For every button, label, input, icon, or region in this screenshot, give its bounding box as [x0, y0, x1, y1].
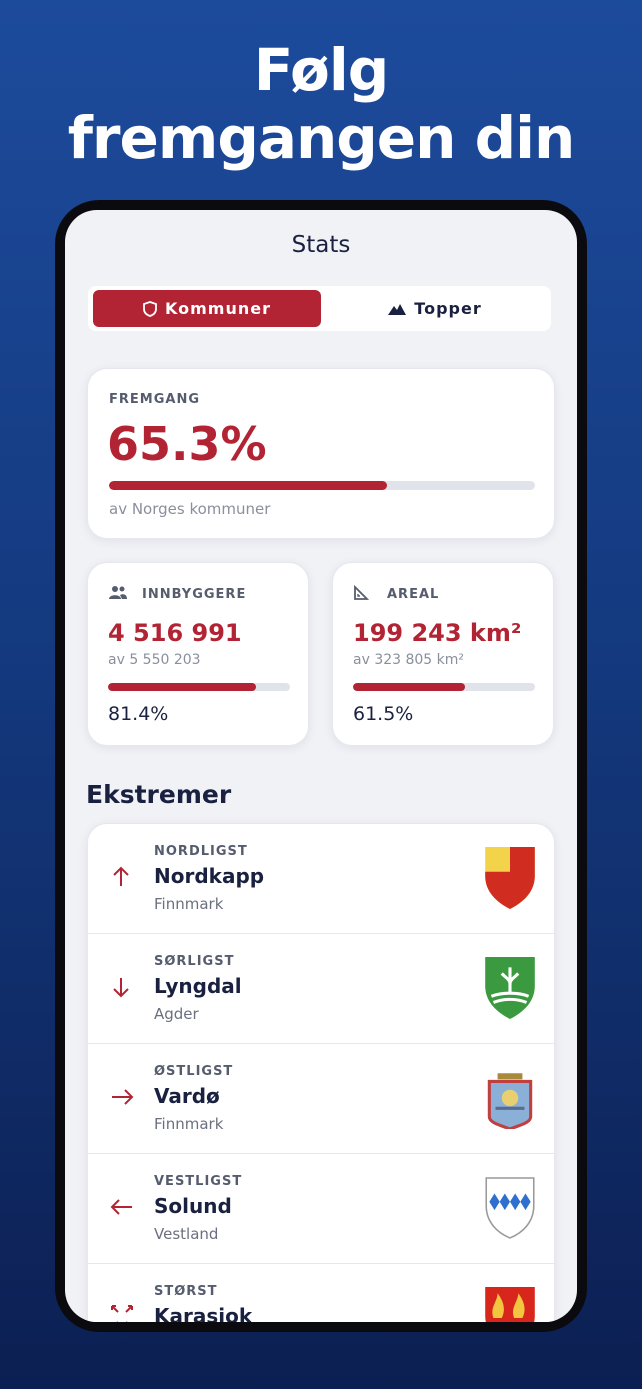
extreme-row[interactable]: NORDLIGST Nordkapp Finnmark [88, 824, 554, 934]
extreme-region: Agder [154, 1005, 199, 1023]
progress-label: FREMGANG [109, 392, 200, 407]
headline-2: fremgangen din [67, 104, 576, 172]
direction-icon [111, 1305, 133, 1322]
extremes-list: NORDLIGST Nordkapp Finnmark SØRLIGST Lyn… [87, 823, 555, 1322]
extreme-row[interactable]: VESTLIGST Solund Vestland [88, 1154, 554, 1264]
screen-title: Stats [291, 232, 351, 258]
stat-bar [353, 683, 465, 691]
extreme-name: Karasjok [154, 1304, 253, 1322]
coat-of-arms [485, 1287, 535, 1322]
extreme-region: Finnmark [154, 1115, 224, 1133]
direction-icon [112, 1089, 134, 1105]
extremes-title: Ekstremer [86, 780, 232, 809]
coat-of-arms [487, 1073, 533, 1129]
progress-bar [109, 481, 388, 490]
stat-amount: 199 243 km² [353, 619, 522, 647]
progress-card: FREMGANG 65.3% av Norges kommuner [87, 368, 555, 539]
stat-icon [108, 585, 128, 605]
extreme-label: VESTLIGST [154, 1174, 243, 1189]
extreme-region: Vestland [154, 1225, 219, 1243]
stat-amount: 4 516 991 [108, 619, 242, 647]
coat-of-arms [485, 847, 535, 909]
coat-of-arms [485, 957, 535, 1019]
extreme-name: Lyngdal [154, 974, 242, 998]
progress-track [109, 481, 535, 490]
extreme-name: Solund [154, 1194, 232, 1218]
stat-total: av 323 805 km² [353, 652, 465, 668]
stat-card: INNBYGGERE 4 516 991 av 5 550 203 81.4% [87, 562, 309, 746]
stat-bar [108, 683, 257, 691]
stat-total: av 5 550 203 [108, 652, 201, 668]
direction-icon [113, 866, 129, 886]
extreme-row[interactable]: ØSTLIGST Vardø Finnmark [88, 1044, 554, 1154]
coat-of-arms [485, 1177, 535, 1239]
tab-kommuner[interactable]: Kommuner [93, 290, 321, 327]
progress-caption: av Norges kommuner [109, 500, 271, 518]
extreme-row[interactable]: STØRST Karasjok [88, 1264, 554, 1322]
extreme-row[interactable]: SØRLIGST Lyngdal Agder [88, 934, 554, 1044]
headline-1: Følg [253, 36, 390, 104]
stat-percent: 81.4% [108, 703, 169, 725]
extreme-label: ØSTLIGST [154, 1064, 234, 1079]
direction-icon [113, 978, 129, 998]
extreme-name: Nordkapp [154, 864, 265, 888]
direction-icon [110, 1199, 132, 1215]
stat-card: AREAL 199 243 km² av 323 805 km² 61.5% [332, 562, 554, 746]
extreme-region: Finnmark [154, 895, 224, 913]
progress-value: 65.3% [107, 417, 267, 471]
stat-icon [353, 584, 370, 605]
stat-label: INNBYGGERE [142, 587, 247, 602]
extreme-name: Vardø [154, 1084, 220, 1108]
mountain-icon [388, 303, 407, 315]
stat-label: AREAL [387, 587, 440, 602]
stat-percent: 61.5% [353, 703, 414, 725]
extreme-label: SØRLIGST [154, 954, 235, 969]
stat-track [108, 683, 290, 691]
tab-topper[interactable]: Topper [321, 290, 549, 327]
tab-bar: Kommuner Topper [88, 286, 551, 331]
tab-label: Topper [414, 299, 482, 318]
stat-track [353, 683, 535, 691]
extreme-label: STØRST [154, 1284, 218, 1299]
extreme-label: NORDLIGST [154, 844, 248, 859]
screen: Stats Kommuner Topper FREMGANG 65.3% av … [65, 210, 577, 1322]
tab-label: Kommuner [165, 299, 271, 318]
shield-icon [143, 300, 157, 317]
